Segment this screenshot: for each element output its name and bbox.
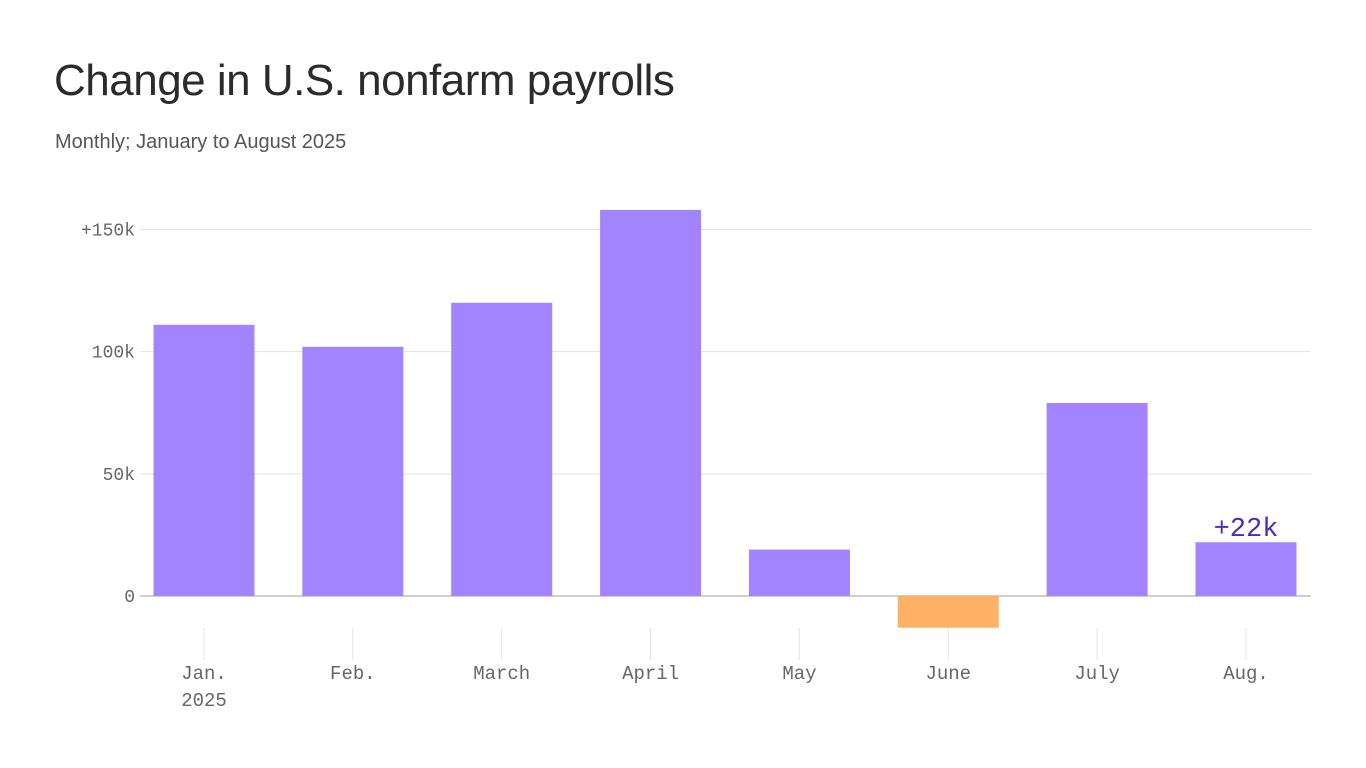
bar-may	[748, 549, 850, 596]
bar-jan	[153, 324, 255, 596]
bar-april	[600, 209, 702, 596]
y-tick-label: 50k	[103, 466, 135, 486]
chart-title: Change in U.S. nonfarm payrolls	[54, 56, 675, 105]
chart-subtitle: Monthly; January to August 2025	[55, 131, 347, 153]
x-tick-label: March	[473, 663, 530, 685]
x-tick-label: Aug.	[1223, 663, 1269, 685]
x-tick-label: June	[925, 663, 971, 685]
x-tick-sublabel: 2025	[181, 690, 227, 712]
bar-aug	[1195, 542, 1297, 596]
y-tick-label: +150k	[81, 222, 135, 242]
bar-july	[1046, 402, 1148, 596]
x-tick-label: Jan.	[181, 663, 227, 685]
data-label: +22k	[1214, 515, 1279, 545]
x-tick-label: May	[782, 663, 816, 685]
bar-june	[897, 596, 999, 628]
x-tick-label: July	[1074, 663, 1120, 685]
x-tick-label: Feb.	[330, 663, 376, 685]
y-tick-label: 0	[124, 588, 135, 608]
y-tick-label: 100k	[92, 344, 135, 364]
bar-march	[451, 302, 553, 596]
x-tick-label: April	[622, 663, 679, 685]
bar-feb	[302, 346, 404, 596]
